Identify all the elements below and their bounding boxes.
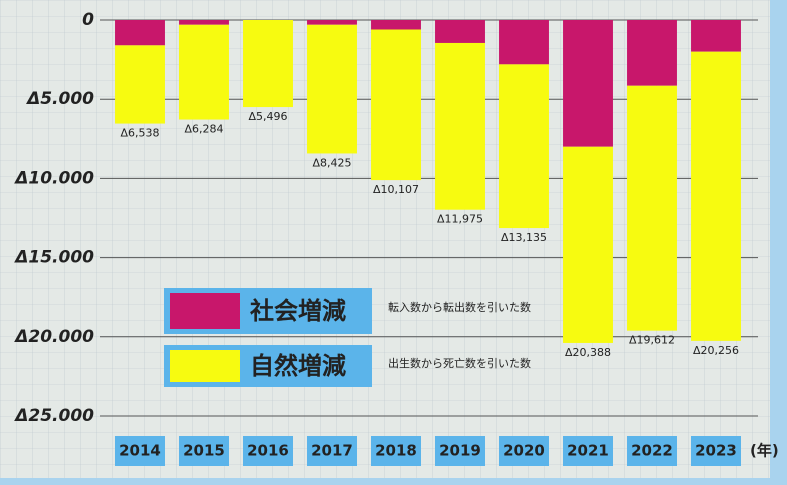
bar-segment	[691, 52, 741, 341]
legend-label: 社会増減	[250, 297, 346, 325]
bar-segment	[563, 20, 613, 147]
x-tick-label: 2014	[119, 442, 161, 460]
x-tick-label: 2015	[183, 442, 225, 460]
legend-swatch	[170, 350, 240, 382]
x-tick-label: 2018	[375, 442, 417, 460]
value-label: Δ6,538	[120, 127, 159, 140]
legend-label: 自然増減	[250, 352, 346, 380]
bar-segment	[115, 20, 165, 45]
value-label: Δ19,612	[629, 334, 675, 347]
legend-description: 出生数から死亡数を引いた数	[388, 356, 531, 370]
x-unit: (年)	[750, 442, 779, 460]
bar-segment	[499, 64, 549, 228]
value-label: Δ5,496	[248, 110, 287, 123]
legend-description: 転入数から転出数を引いた数	[388, 300, 531, 314]
value-label: Δ10,107	[373, 183, 419, 196]
x-tick-label: 2019	[439, 442, 481, 460]
bar-segment	[435, 43, 485, 210]
value-label: Δ20,388	[565, 346, 611, 359]
bar-segment	[627, 20, 677, 86]
value-label: Δ11,975	[437, 213, 483, 226]
bar-segment	[371, 20, 421, 30]
value-label: Δ6,284	[184, 123, 223, 136]
x-tick-label: 2017	[311, 442, 353, 460]
bar-segment	[691, 20, 741, 52]
y-tick-label: 0	[82, 10, 94, 30]
bar-segment	[307, 25, 357, 154]
bar-segment	[563, 147, 613, 343]
bar-segment	[499, 20, 549, 64]
y-tick-label: Δ10.000	[13, 168, 94, 188]
legend-swatch	[170, 293, 240, 329]
bar-segment	[115, 45, 165, 123]
bar-segment	[243, 20, 293, 107]
bar-segment	[627, 86, 677, 331]
bar-segment	[179, 20, 229, 25]
value-label: Δ13,135	[501, 231, 547, 244]
value-label: Δ8,425	[312, 156, 351, 169]
bar-segment	[435, 20, 485, 43]
x-tick-label: 2016	[247, 442, 289, 460]
y-tick-label: Δ15.000	[13, 248, 94, 268]
y-tick-label: Δ20.000	[13, 327, 94, 347]
value-label: Δ20,256	[693, 344, 739, 357]
bar-segment	[307, 20, 357, 25]
x-tick-label: 2021	[567, 442, 609, 460]
y-tick-label: Δ5.000	[25, 89, 94, 109]
bar-segment	[179, 25, 229, 120]
x-tick-label: 2023	[695, 442, 737, 460]
bar-segment	[371, 30, 421, 181]
y-tick-label: Δ25.000	[13, 406, 94, 426]
chart: 0 Δ5.000 Δ10.000 Δ15.000 Δ20.000 Δ25.000 Δ6,53…	[0, 0, 787, 485]
x-tick-label: 2020	[503, 442, 545, 460]
x-tick-label: 2022	[631, 442, 673, 460]
